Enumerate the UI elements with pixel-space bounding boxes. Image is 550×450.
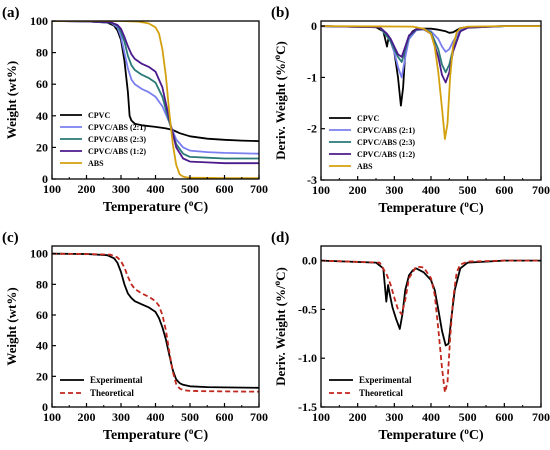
y-tick-label: 0 (42, 172, 48, 186)
x-axis-label: Temperature (oC) (378, 199, 484, 216)
x-tick-label: 500 (181, 182, 199, 196)
plot-frame (320, 20, 542, 181)
panel-label: (b) (271, 5, 289, 21)
x-tick-label: 300 (385, 183, 403, 197)
series-line-cpvc (52, 21, 259, 142)
panel-2: (c) 100 200 300 400 500 600 700 0 20 40 60 80 100 Temp… (2, 230, 268, 443)
y-tick-label: 0 (311, 19, 317, 33)
y-tick-label: 80 (36, 277, 48, 291)
legend: Experimental Theoretical (329, 375, 412, 398)
legend: CPVC CPVC/ABS (2:1) CPVC/ABS (2:3) CPVC/ABS… (329, 114, 415, 171)
y-tick-label: -2 (307, 122, 317, 136)
series-line-cpvc-abs-2-1 (52, 21, 259, 155)
x-tick-label: 300 (112, 410, 130, 424)
y-axis-label: Weight (wt%) (4, 287, 19, 365)
y-axis-label: Weight (wt%) (4, 61, 19, 139)
series-line-abs (52, 21, 259, 179)
legend-label-cpvc-abs-2-3: CPVC/ABS (2:3) (357, 138, 415, 147)
legend-label-theoretical: Theoretical (359, 388, 403, 398)
x-tick-label: 200 (349, 410, 367, 424)
y-tick-label: 40 (36, 109, 48, 123)
x-tick-label: 300 (385, 410, 403, 424)
x-tick-label: 200 (78, 182, 96, 196)
series-line-theoretical (321, 259, 541, 394)
plot-frame (320, 245, 542, 408)
legend-label-experimental: Experimental (90, 375, 143, 385)
legend-label-cpvc: CPVC (88, 111, 110, 120)
y-tick-label: -1.0 (298, 351, 317, 365)
x-tick-label: 300 (112, 182, 130, 196)
x-tick-label: 200 (78, 410, 96, 424)
panel-1: (b) 100 200 300 400 500 600 700 0 -1 -2 -3 Temperatu… (271, 5, 550, 216)
y-tick-label: 0.0 (302, 254, 317, 268)
x-tick-label: 400 (147, 410, 165, 424)
panel-label: (c) (2, 230, 19, 246)
x-tick-label: 100 (312, 183, 330, 197)
x-tick-label: 700 (250, 410, 268, 424)
x-tick-label: 100 (312, 410, 330, 424)
legend-label-experimental: Experimental (359, 375, 412, 385)
x-tick-label: 600 (495, 410, 513, 424)
x-tick-label: 400 (422, 410, 440, 424)
x-axis-label: Temperature (oC) (103, 198, 209, 215)
x-axis-label: Temperature (oC) (103, 426, 209, 443)
x-tick-label: 400 (422, 183, 440, 197)
series-line-experimental (321, 259, 541, 347)
x-tick-label: 600 (216, 410, 234, 424)
legend-label-cpvc-abs-2-3: CPVC/ABS (2:3) (88, 135, 146, 144)
x-tick-label: 700 (532, 410, 550, 424)
series-line-theoretical (52, 252, 259, 393)
legend-label-cpvc: CPVC (357, 114, 379, 123)
panel-label: (a) (2, 5, 20, 21)
panel-label: (d) (271, 230, 289, 246)
y-axis-label: Deriv. Weight (%/oC) (272, 267, 288, 386)
series-line-abs (321, 25, 541, 140)
x-tick-label: 500 (459, 410, 477, 424)
x-tick-label: 500 (181, 410, 199, 424)
legend-label-abs: ABS (357, 162, 373, 171)
y-tick-label: 0 (42, 400, 48, 414)
y-tick-label: 20 (36, 369, 48, 383)
panel-0: (a) 100 200 300 400 500 600 700 0 20 40 60 80 100 Temp… (2, 5, 268, 215)
y-tick-label: 60 (36, 308, 48, 322)
x-tick-label: 600 (495, 183, 513, 197)
series-line-cpvc-abs-2-3 (52, 21, 259, 160)
legend-label-theoretical: Theoretical (90, 388, 134, 398)
legend-label-cpvc-abs-2-1: CPVC/ABS (2:1) (357, 126, 415, 135)
legend: Experimental Theoretical (60, 375, 143, 398)
x-tick-label: 100 (43, 182, 61, 196)
y-tick-label: 100 (30, 14, 48, 28)
y-tick-label: 60 (36, 77, 48, 91)
x-tick-label: 400 (147, 182, 165, 196)
x-tick-label: 200 (349, 183, 367, 197)
y-tick-label: -1 (307, 70, 317, 84)
legend-label-cpvc-abs-2-1: CPVC/ABS (2:1) (88, 123, 146, 132)
y-tick-label: -1.5 (298, 400, 317, 414)
y-tick-label: 20 (36, 140, 48, 154)
x-tick-label: 700 (532, 183, 550, 197)
legend: CPVC CPVC/ABS (2:1) CPVC/ABS (2:3) CPVC/ABS… (60, 111, 146, 168)
series-line-experimental (52, 252, 259, 389)
panel-3: (d) 100 200 300 400 500 600 700 0.0 -0.5 -1.0 -1.5 T… (271, 230, 550, 443)
y-axis-label: Deriv. Weight (%/oC) (272, 41, 288, 160)
series-line-cpvc-abs-1-2 (52, 21, 259, 165)
y-tick-label: -3 (307, 173, 317, 187)
plot-frame (51, 245, 260, 408)
y-tick-label: -0.5 (298, 302, 317, 316)
x-tick-label: 600 (216, 182, 234, 196)
legend-label-cpvc-abs-1-2: CPVC/ABS (1:2) (88, 147, 146, 156)
y-tick-label: 80 (36, 46, 48, 60)
x-axis-label: Temperature (oC) (378, 426, 484, 443)
y-tick-label: 40 (36, 339, 48, 353)
y-tick-label: 100 (30, 247, 48, 261)
legend-label-cpvc-abs-1-2: CPVC/ABS (1:2) (357, 150, 415, 159)
x-tick-label: 700 (250, 182, 268, 196)
plot-frame (51, 20, 260, 180)
legend-label-abs: ABS (88, 159, 104, 168)
x-tick-label: 100 (43, 410, 61, 424)
series-line-cpvc (321, 25, 541, 107)
x-tick-label: 500 (459, 183, 477, 197)
